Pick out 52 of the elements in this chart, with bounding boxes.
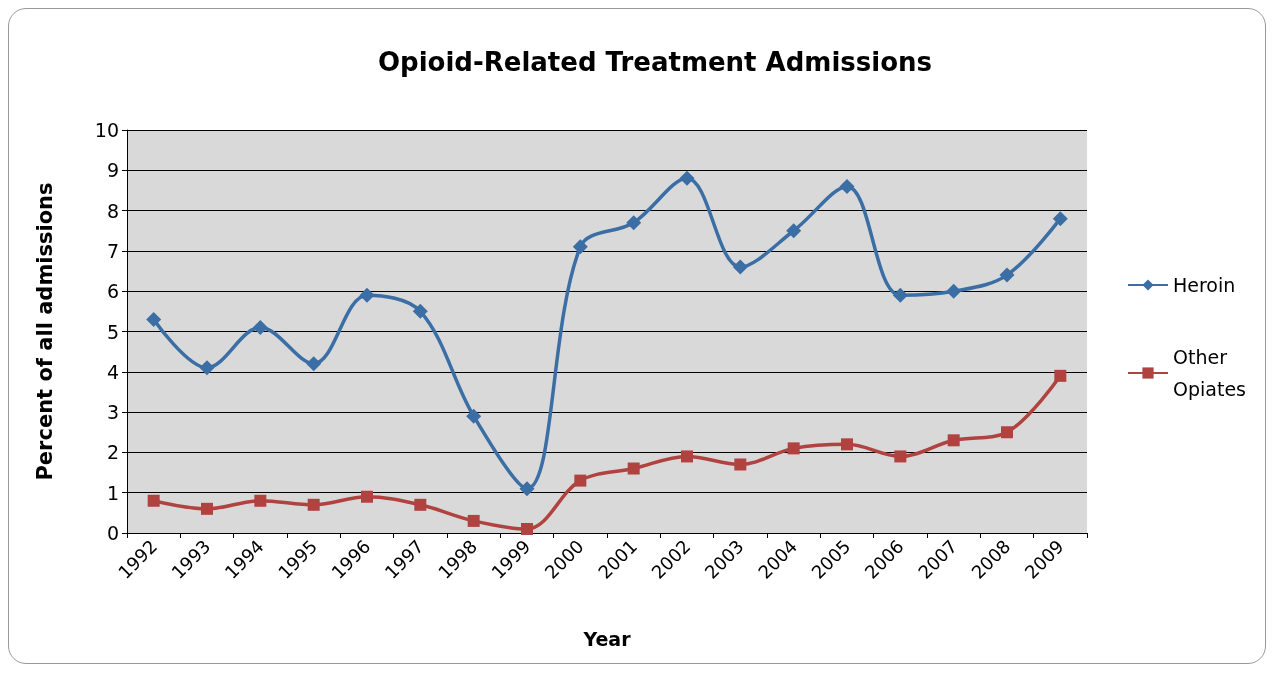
point bbox=[946, 283, 962, 299]
point bbox=[574, 474, 587, 487]
point bbox=[467, 514, 480, 527]
y-axis-title: Percent of all admissions bbox=[32, 182, 57, 481]
point bbox=[679, 170, 695, 186]
point bbox=[894, 450, 907, 463]
legend-label: Other Opiates bbox=[1173, 346, 1246, 400]
point bbox=[572, 239, 588, 255]
y-tick-label: 3 bbox=[106, 401, 119, 424]
point bbox=[681, 450, 693, 463]
point bbox=[626, 215, 642, 231]
point bbox=[892, 287, 908, 303]
point bbox=[786, 223, 802, 239]
point bbox=[199, 360, 215, 376]
point bbox=[361, 490, 373, 503]
point bbox=[252, 319, 268, 335]
point bbox=[466, 408, 482, 424]
point bbox=[999, 267, 1015, 283]
legend-label: Heroin bbox=[1173, 274, 1236, 296]
point bbox=[947, 434, 960, 447]
point bbox=[841, 438, 853, 451]
point bbox=[787, 442, 800, 455]
y-tick-label: 5 bbox=[106, 320, 119, 343]
y-tick-label: 6 bbox=[106, 280, 119, 303]
point bbox=[306, 356, 322, 372]
y-tick-label: 2 bbox=[106, 441, 119, 464]
y-tick-label: 0 bbox=[106, 522, 119, 544]
point bbox=[519, 481, 535, 497]
point bbox=[521, 522, 533, 535]
point bbox=[307, 498, 320, 511]
point bbox=[1052, 211, 1068, 227]
point bbox=[254, 494, 267, 507]
point bbox=[732, 259, 748, 275]
point bbox=[627, 462, 640, 475]
y-tick-label: 9 bbox=[106, 159, 119, 182]
point bbox=[734, 458, 747, 471]
x-axis-title: Year bbox=[582, 627, 632, 650]
y-tick-label: 4 bbox=[106, 360, 119, 383]
point bbox=[146, 311, 162, 327]
y-tick-label: 8 bbox=[106, 199, 119, 222]
point bbox=[1054, 369, 1067, 382]
point bbox=[412, 303, 428, 319]
point bbox=[1001, 426, 1013, 439]
point bbox=[414, 498, 427, 511]
y-tick-label: 10 bbox=[94, 119, 119, 141]
y-tick-label: 1 bbox=[106, 481, 119, 504]
point bbox=[147, 494, 160, 507]
point bbox=[201, 502, 213, 515]
y-tick-label: 7 bbox=[106, 239, 119, 262]
point bbox=[359, 287, 375, 303]
chart-title: Opioid-Related Treatment Admissions bbox=[377, 47, 933, 77]
point bbox=[839, 178, 855, 194]
